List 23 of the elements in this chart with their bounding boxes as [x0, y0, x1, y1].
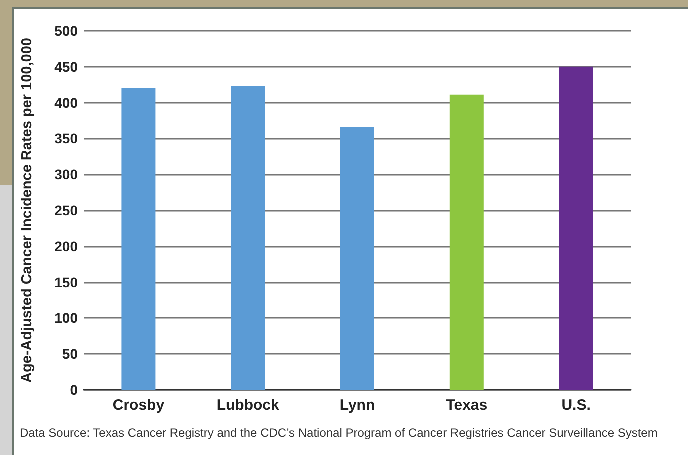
x-tick-label: Lubbock: [216, 397, 280, 414]
y-tick-label: 350: [54, 130, 78, 147]
y-tick-label: 400: [54, 94, 78, 111]
bar: [231, 86, 266, 390]
bar: [340, 127, 374, 390]
y-tick-label: 500: [54, 23, 78, 39]
x-tick-label: Crosby: [112, 397, 166, 414]
y-tick-label: 50: [62, 346, 78, 362]
x-tick-label: U.S.: [562, 397, 591, 414]
y-tick-label: 450: [54, 58, 78, 75]
x-tick-label: Lynn: [340, 397, 376, 414]
y-tick-label: 300: [54, 166, 78, 183]
y-tick-label: 250: [54, 202, 78, 218]
bar: [559, 66, 594, 390]
y-axis-title: Age-Adjusted Cancer Incidence Rates per 100,000: [20, 38, 36, 383]
bar: [450, 94, 484, 390]
y-tick-label: 0: [70, 382, 78, 398]
y-tick-label: 150: [54, 274, 78, 290]
y-tick-label: 100: [54, 310, 78, 326]
x-tick-label: Texas: [446, 397, 488, 414]
source-note: Data Source: Texas Cancer Registry and the CDC’s National Program of Cancer Registries Cancer Surveillance System: [20, 426, 658, 440]
y-tick-label: 200: [54, 238, 78, 254]
bar: [122, 88, 156, 390]
